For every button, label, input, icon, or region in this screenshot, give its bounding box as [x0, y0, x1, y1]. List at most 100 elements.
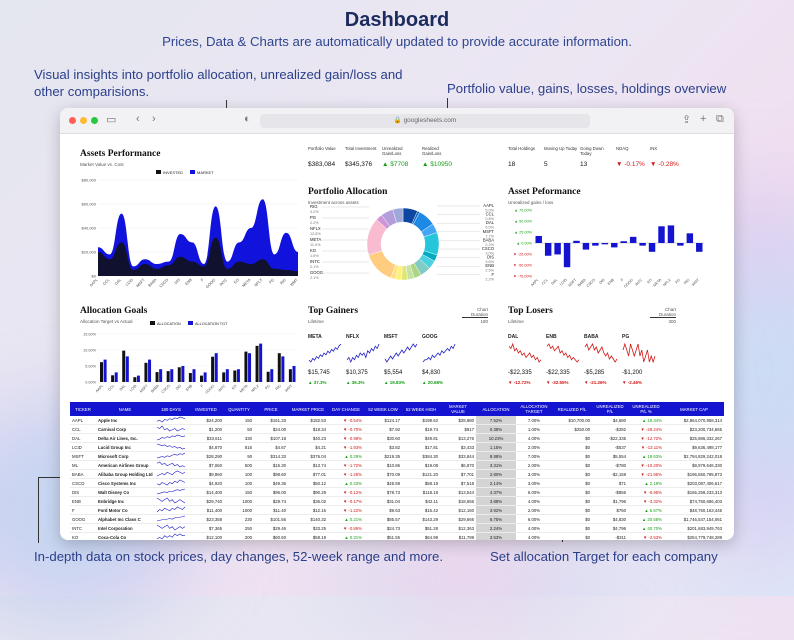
- close-window-button[interactable]: [69, 117, 76, 124]
- table-cell: $0: [552, 505, 592, 515]
- table-row[interactable]: LCID Lucid Group Inc $4,870 816 $4.67 $4.21 ▼ …: [70, 442, 724, 452]
- allocation-bar: [133, 377, 137, 382]
- table-cell: $50.12: [288, 478, 328, 488]
- column-header[interactable]: MARKET CAP: [664, 402, 724, 416]
- table-row[interactable]: KO Coca-Cola Co $12,100 200 $60.50 $58.19 ▲ 0.…: [70, 532, 724, 540]
- table-cell: 2.24%: [476, 523, 516, 533]
- x-tick-label: LCID: [559, 278, 568, 287]
- table-cell: $64.99: [402, 532, 440, 540]
- table-cell: Alibaba Group Holding Ltd: [96, 469, 154, 479]
- column-header[interactable]: PRICE: [254, 402, 288, 416]
- privacy-shield-icon[interactable]: ◐: [244, 113, 251, 125]
- table-cell: $9,636,498,177: [664, 442, 724, 452]
- back-icon[interactable]: ‹: [136, 113, 140, 125]
- table-row[interactable]: MSFT Microsoft Corp $28,290 90 $314.33 $376.0…: [70, 451, 724, 461]
- annotation-in-depth-data: In-depth data on stock prices, day chang…: [34, 549, 444, 564]
- allocation-right-pct: 2.2%: [485, 277, 494, 281]
- x-tick-label: DIS: [174, 278, 182, 286]
- column-header[interactable]: TICKER: [70, 402, 96, 416]
- y-tick-label: 5.00%: [85, 365, 96, 369]
- table-cell: $77.01: [288, 469, 328, 479]
- share-icon[interactable]: ⇪: [682, 114, 692, 126]
- table-row[interactable]: CCL Carnival Corp $1,200 50 $24.00 $18.34 ▼ -0…: [70, 424, 724, 434]
- allocation-target-bar: [170, 369, 174, 382]
- y-tick-label: $40,000: [82, 226, 97, 231]
- allocation-bar: [122, 350, 126, 382]
- column-header[interactable]: ALLOCATION: [476, 402, 516, 416]
- table-cell: ▲ 6.67%: [628, 505, 664, 515]
- column-header[interactable]: INVESTED: [188, 402, 224, 416]
- table-cell: 2.14%: [476, 478, 516, 488]
- table-row[interactable]: CSCO Cisco Systems Inc $4,920 100 $49.36 $50.…: [70, 478, 724, 488]
- table-row[interactable]: INTC Intel Corporation $7,365 250 $29.46 $33.…: [70, 523, 724, 533]
- allocation-left-label: NFLX: [310, 226, 321, 231]
- table-cell: $29.46: [254, 523, 288, 533]
- column-header[interactable]: ALLOCATION TARGET: [516, 402, 552, 416]
- column-header[interactable]: MARKET PRICE: [288, 402, 328, 416]
- table-cell: $51.28: [402, 523, 440, 533]
- kpi-value: ▼ -0.17%: [616, 161, 645, 168]
- table-cell: $250.00: [552, 424, 592, 434]
- y-tick-label: 0.00%: [85, 381, 96, 385]
- row-sparkline: [156, 524, 186, 531]
- table-row[interactable]: ENB Enbridge Inc $29,740 1000 $29.74 $36.02 ▼ …: [70, 496, 724, 506]
- table-cell: DAL: [70, 433, 96, 443]
- column-header[interactable]: 180 DAYS: [154, 402, 188, 416]
- column-header[interactable]: DAY CHANGE: [328, 402, 364, 416]
- kpi-label: INX: [650, 146, 658, 151]
- mover-value: $4,830: [422, 370, 441, 376]
- legend-allocation-swatch: [150, 321, 155, 325]
- table-row[interactable]: AAPL Apple Inc $24,200 150 $161.33 $182.53 ▼ -…: [70, 416, 724, 425]
- table-cell: $18.34: [288, 424, 328, 434]
- top-losers-duration-input[interactable]: 300: [668, 319, 676, 324]
- address-bar[interactable]: 🔒 googlesheets.com: [260, 114, 590, 128]
- table-cell: ▼ -1.72%: [328, 460, 364, 470]
- allocation-right-pct: 5.0%: [485, 209, 494, 213]
- kpi-label: Total Investment: [345, 146, 377, 151]
- table-row[interactable]: GOOG Alphabet Inc Class C $23,358 230 $101.5…: [70, 514, 724, 524]
- performance-bar: [554, 243, 561, 255]
- table-cell: ▼ -29.24%: [628, 424, 664, 434]
- performance-bar: [582, 243, 590, 250]
- column-header[interactable]: UNREALIZED P/L %: [628, 402, 664, 416]
- column-header[interactable]: 52 WEEK HIGH: [402, 402, 440, 416]
- column-header[interactable]: 52 WEEK LOW: [364, 402, 402, 416]
- table-cell: Delta Air Lines, Inc.: [96, 433, 154, 443]
- allocation-target-bar: [203, 372, 207, 382]
- pointer-line: [38, 477, 39, 543]
- x-tick-label: F: [200, 277, 205, 282]
- table-cell: 4.37%: [476, 487, 516, 497]
- column-header[interactable]: REALIZED P/L: [552, 402, 592, 416]
- table-cell: $143.29: [402, 514, 440, 524]
- tabs-overview-icon[interactable]: ⧉: [716, 113, 724, 125]
- y-tick-label: ▼ -50.00%: [513, 264, 533, 268]
- table-cell: $15.30: [254, 460, 288, 470]
- column-header[interactable]: QUANTITY: [224, 402, 254, 416]
- table-row[interactable]: F Ford Motor Co $11,400 1000 $11.40 $12.16 ▼ -…: [70, 505, 724, 515]
- legend-market-label: MARKET: [197, 170, 214, 175]
- table-row[interactable]: ML American Airlines Group $7,650 500 $15.30…: [70, 460, 724, 470]
- x-tick-label: CSCO: [161, 384, 171, 394]
- table-cell: $121.20: [402, 469, 440, 479]
- table-cell: $10.86: [364, 460, 402, 470]
- table-cell: 330: [224, 433, 254, 443]
- table-cell: 1000: [224, 505, 254, 515]
- forward-icon[interactable]: ›: [152, 113, 156, 125]
- column-header[interactable]: UNREALIZED P/L: [592, 402, 628, 416]
- table-row[interactable]: DAL Delta Air Lines, Inc. $33,611 330 $107.1…: [70, 433, 724, 443]
- x-tick-label: CSCO: [159, 278, 170, 289]
- table-cell: ▼ -0.17%: [328, 496, 364, 506]
- column-header[interactable]: NAME: [96, 402, 154, 416]
- table-cell: $28,290: [188, 451, 224, 461]
- table-row[interactable]: BABA Alibaba Group Holding Ltd $9,860 100 $9…: [70, 469, 724, 479]
- minimize-window-button[interactable]: [80, 117, 87, 124]
- row-sparkline: [156, 425, 186, 432]
- table-row[interactable]: DIS Walt Disney Co $14,400 150 $96.00 $90.29 ▼…: [70, 487, 724, 497]
- table-cell: 90: [224, 451, 254, 461]
- sidebar-icon[interactable]: ▭: [106, 114, 117, 126]
- mover-ticker: BABA: [584, 334, 599, 340]
- new-tab-icon[interactable]: +: [700, 113, 707, 125]
- column-header[interactable]: MARKET VALUE: [440, 402, 476, 416]
- top-gainers-duration-input[interactable]: 180: [480, 319, 488, 324]
- maximize-window-button[interactable]: [91, 117, 98, 124]
